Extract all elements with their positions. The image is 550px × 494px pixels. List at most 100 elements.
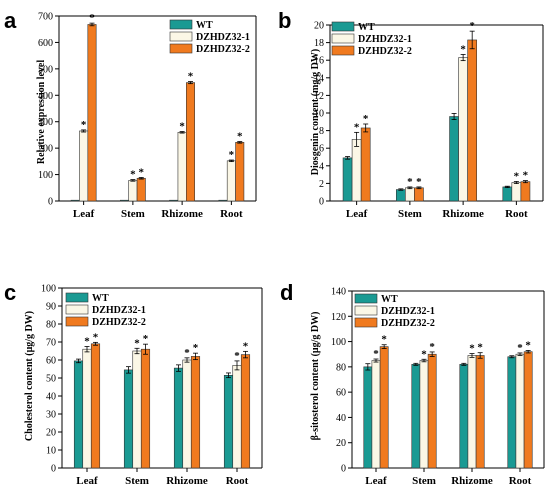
legend-label-dzhdz32-2: DZHDZ32-2	[196, 44, 250, 55]
x-tick-label: Stem	[125, 475, 149, 487]
bar-wt-root	[223, 374, 234, 469]
y-axis-title-d: β-sitosterol content (μg/g DW)	[310, 312, 321, 441]
bar-wt-rhizome	[173, 367, 184, 469]
bar-dzhdz32-1-leaf	[82, 348, 92, 469]
y-tick-label: 140	[331, 287, 346, 298]
bar-dzhdz32-1-root	[226, 160, 236, 202]
x-tick-label: Stem	[121, 208, 145, 220]
y-tick-label: 100	[41, 284, 56, 295]
y-tick-label: 2	[319, 179, 324, 190]
significance-star: *	[363, 113, 369, 125]
y-tick-label: 8	[319, 126, 324, 137]
significance-star: *	[525, 339, 531, 351]
bar-wt-rhizome	[169, 199, 179, 202]
panel-a: a Relative expression level 0 100 200 300 40…	[4, 8, 257, 220]
y-tick-label: 10	[46, 446, 56, 457]
panel-d: d β-sitosterol content (μg/g DW) 0 20 40 60…	[280, 280, 545, 487]
significance-star: *	[143, 333, 149, 345]
legend-swatch-dzhdz32-2	[169, 43, 193, 54]
panel-letter-d: d	[280, 280, 293, 305]
legend-label-wt: WT	[381, 294, 398, 305]
y-tick-label: 0	[48, 197, 53, 208]
y-tick-label: 90	[46, 302, 56, 313]
significance-star: *	[93, 331, 99, 343]
bar-wt-leaf	[363, 366, 373, 469]
bar-dzhdz32-2-leaf	[379, 346, 389, 469]
y-tick-label: 120	[331, 312, 346, 323]
significance-star: *	[477, 342, 483, 354]
y-tick-label: 0	[319, 197, 324, 208]
y-tick-label: 700	[38, 12, 53, 23]
bar-wt-stem	[395, 189, 406, 202]
bar-dzhdz32-1-leaf	[351, 139, 362, 202]
y-tick-label: 200	[38, 144, 53, 155]
y-tick-label: 0	[341, 464, 346, 475]
bar-dzhdz32-1-rhizome	[458, 57, 468, 202]
y-tick-label: 20	[314, 21, 324, 32]
x-tick-label: Leaf	[76, 475, 98, 487]
y-tick-label: 20	[46, 428, 56, 439]
panel-letter-c: c	[4, 280, 16, 305]
x-tick-label: Rhizome	[451, 475, 493, 487]
bar-dzhdz32-2-leaf	[360, 127, 371, 202]
x-tick-label: Rhizome	[442, 208, 484, 220]
significance-star: *	[138, 166, 144, 178]
legend-swatch-dzhdz32-2	[65, 316, 89, 327]
bar-wt-root	[502, 186, 513, 202]
significance-star: *	[381, 334, 387, 346]
y-tick-label: 60	[336, 388, 346, 399]
bar-dzhdz32-1-root	[232, 365, 242, 469]
panel-letter-b: b	[278, 8, 291, 33]
y-tick-label: 80	[46, 320, 56, 331]
bar-wt-leaf	[70, 199, 80, 202]
significance-star: *	[184, 347, 190, 359]
x-tick-label: Rhizome	[166, 475, 208, 487]
legend-label-dzhdz32-2: DZHDZ32-2	[358, 46, 412, 57]
legend-label-dzhdz32-2: DZHDZ32-2	[92, 317, 146, 328]
bar-dzhdz32-1-root	[511, 182, 522, 202]
legend-label-wt: WT	[196, 20, 213, 31]
bar-dzhdz32-2-rhizome	[190, 356, 201, 469]
bar-dzhdz32-1-stem	[419, 360, 429, 469]
y-axis-title-a: Relative expression level	[36, 60, 47, 164]
bar-dzhdz32-1-root	[515, 353, 525, 469]
bar-dzhdz32-1-rhizome	[182, 359, 192, 469]
bar-dzhdz32-1-leaf	[371, 360, 381, 469]
y-tick-label: 40	[336, 413, 346, 424]
bar-dzhdz32-2-stem	[414, 187, 424, 202]
bar-wt-stem	[123, 369, 134, 469]
significance-star: *	[469, 343, 475, 355]
significance-star: *	[514, 170, 520, 182]
bar-dzhdz32-1-stem	[405, 187, 415, 202]
legend-label-dzhdz32-1: DZHDZ32-1	[358, 34, 412, 45]
significance-star: *	[130, 169, 136, 181]
bar-dzhdz32-1-leaf	[79, 130, 89, 202]
x-tick-label: Root	[226, 475, 249, 487]
y-axis-title-b: Diosgenin content (mg/g DW)	[310, 49, 321, 175]
y-tick-label: 600	[38, 38, 53, 49]
y-tick-label: 100	[331, 337, 346, 348]
significance-star: *	[469, 20, 475, 32]
bar-dzhdz32-2-leaf	[90, 343, 101, 469]
y-tick-label: 30	[46, 410, 56, 421]
legend-swatch-dzhdz32-1	[331, 33, 355, 44]
significance-star: *	[188, 71, 194, 83]
legend-swatch-dzhdz32-1	[169, 31, 193, 42]
significance-star: *	[179, 120, 185, 132]
bar-dzhdz32-1-rhizome	[467, 355, 477, 469]
bar-dzhdz32-2-rhizome	[467, 39, 478, 202]
x-tick-label: Leaf	[73, 208, 95, 220]
significance-star: *	[416, 176, 422, 188]
significance-star: *	[429, 341, 435, 353]
significance-star: *	[421, 348, 427, 360]
y-tick-label: 18	[314, 38, 324, 49]
bar-dzhdz32-2-stem	[136, 177, 146, 202]
significance-star: *	[460, 43, 466, 55]
bar-dzhdz32-2-rhizome	[475, 355, 485, 469]
y-axis-title-c: Cholesterol content (μg/g DW)	[24, 311, 35, 441]
legend-label-wt: WT	[92, 293, 109, 304]
